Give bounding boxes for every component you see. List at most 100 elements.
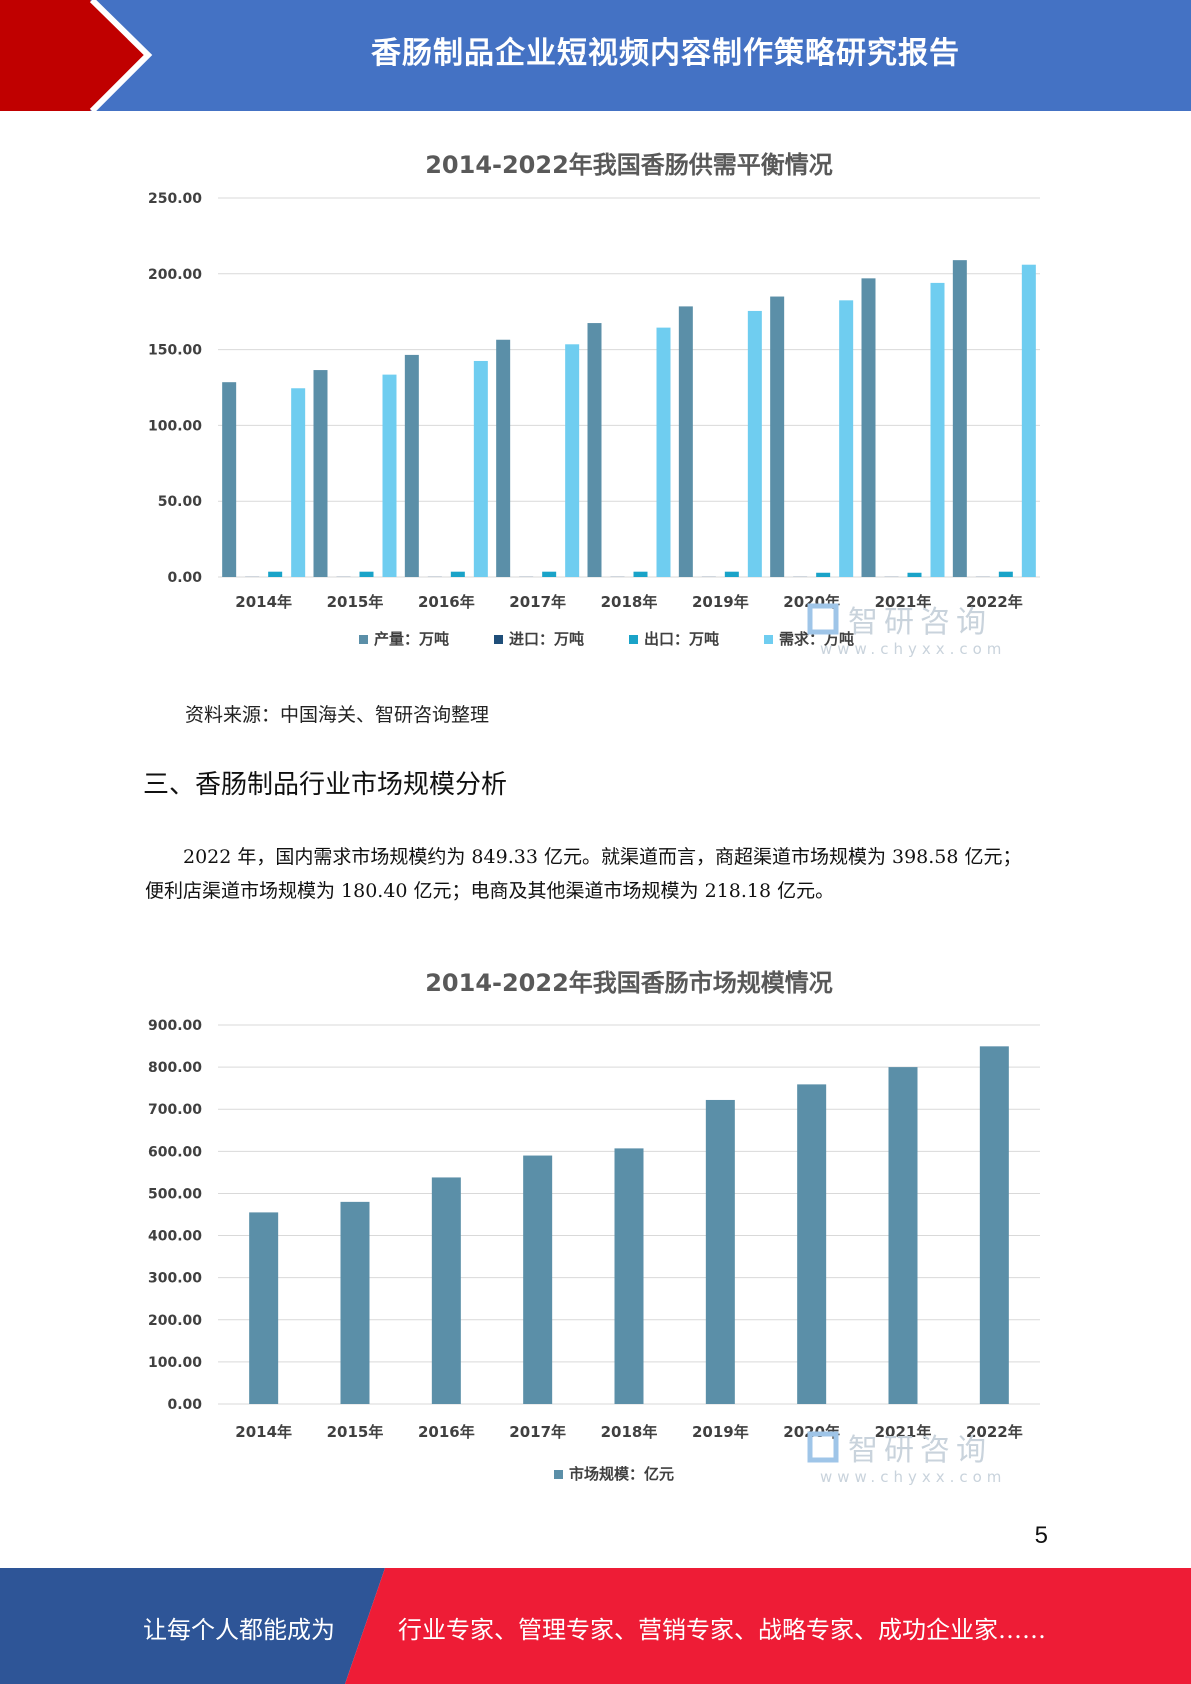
y-tick-label: 50.00 — [158, 494, 203, 510]
bar-1 — [797, 1084, 827, 1404]
bar-4 — [839, 300, 854, 577]
bar-1 — [979, 1046, 1009, 1404]
y-tick-label: 200.00 — [148, 267, 202, 283]
x-tick-label: 2022年 — [966, 593, 1023, 611]
legend-swatch — [629, 635, 638, 644]
bar-3 — [816, 572, 831, 577]
legend-label: 市场规模：亿元 — [569, 1465, 674, 1483]
bar-1 — [249, 1212, 279, 1404]
footer-slogan-left: 让每个人都能成为 — [143, 1616, 335, 1644]
legend-label: 产量：万吨 — [374, 630, 449, 648]
bar-3 — [450, 571, 465, 577]
chart-title: 2014-2022年我国香肠市场规模情况 — [425, 969, 833, 997]
legend-label: 出口：万吨 — [644, 630, 719, 648]
x-tick-label: 2019年 — [692, 1423, 749, 1441]
x-tick-label: 2018年 — [601, 1423, 658, 1441]
x-tick-label: 2017年 — [509, 593, 566, 611]
bar-1 — [404, 354, 419, 577]
bar-4 — [656, 327, 671, 577]
bar-3 — [542, 571, 557, 577]
y-tick-label: 150.00 — [148, 343, 202, 359]
x-tick-label: 2016年 — [418, 1423, 475, 1441]
body-paragraph: 2022 年，国内需求市场规模约为 849.33 亿元。就渠道而言，商超渠道市场… — [145, 846, 1022, 902]
supply-demand-chart-svg: 2014-2022年我国香肠供需平衡情况 250.00 200.00 150.00 10… — [148, 151, 1040, 658]
section-heading: 三、香肠制品行业市场规模分析 — [143, 770, 508, 800]
bar-4 — [930, 282, 945, 577]
page-footer: 让每个人都能成为 行业专家、管理专家、营销专家、战略专家、成功企业家…… — [0, 1568, 1191, 1684]
y-tick-label: 500.00 — [148, 1186, 202, 1202]
y-tick-label: 250.00 — [148, 191, 202, 207]
y-tick-label: 600.00 — [148, 1144, 202, 1160]
bar-4 — [565, 344, 580, 577]
header-chevron-decoration — [0, 0, 153, 111]
bar-1 — [313, 370, 328, 577]
x-tick-label: 2017年 — [509, 1423, 566, 1441]
y-tick-label: 0.00 — [167, 570, 202, 586]
footer-background — [0, 1568, 1191, 1684]
y-tick-label: 700.00 — [148, 1102, 202, 1118]
watermark-logo-icon — [807, 1431, 839, 1463]
bar-1 — [678, 306, 693, 577]
bar-4 — [747, 310, 762, 577]
y-tick-label: 200.00 — [148, 1313, 202, 1329]
bar-4 — [1021, 264, 1036, 577]
bar-3 — [268, 571, 283, 577]
x-tick-label: 2021年 — [875, 1423, 932, 1441]
bar-3 — [998, 571, 1013, 577]
bar-3 — [633, 571, 648, 577]
x-tick-label: 2018年 — [601, 593, 658, 611]
bar-4 — [291, 388, 306, 577]
bar-1 — [340, 1201, 370, 1404]
x-tick-label: 2022年 — [966, 1423, 1023, 1441]
footer-slogan-right: 行业专家、管理专家、营销专家、战略专家、成功企业家…… — [398, 1616, 1046, 1644]
x-tick-label: 2015年 — [327, 1423, 384, 1441]
bar-1 — [222, 382, 237, 577]
bar-1 — [888, 1067, 918, 1404]
y-tick-label: 400.00 — [148, 1229, 202, 1245]
bar-1 — [770, 296, 785, 577]
bar-4 — [382, 374, 397, 577]
page-header: 香肠制品企业短视频内容制作策略研究报告 — [0, 0, 1191, 111]
page-number: 5 — [1034, 1522, 1048, 1549]
bar-1 — [952, 260, 967, 577]
watermark-text: 智研咨询 — [848, 1433, 992, 1468]
y-tick-label: 0.00 — [167, 1397, 202, 1413]
y-tick-label: 900.00 — [148, 1018, 202, 1034]
x-tick-label: 2014年 — [235, 1423, 292, 1441]
x-tick-label: 2016年 — [418, 593, 475, 611]
legend-swatch — [359, 635, 368, 644]
market-size-chart: 2014-2022年我国香肠市场规模情况 900.00 800.00 700.00 60… — [130, 960, 1060, 1490]
x-tick-label: 2019年 — [692, 593, 749, 611]
chart-title: 2014-2022年我国香肠供需平衡情况 — [425, 151, 833, 179]
market-size-chart-svg: 2014-2022年我国香肠市场规模情况 900.00 800.00 700.00 60… — [148, 969, 1040, 1486]
legend-label: 进口：万吨 — [509, 630, 584, 648]
y-tick-label: 100.00 — [148, 1355, 202, 1371]
y-tick-label: 800.00 — [148, 1060, 202, 1076]
source-note: 资料来源：中国海关、智研咨询整理 — [185, 704, 490, 726]
bar-1 — [705, 1099, 735, 1404]
x-tick-label: 2015年 — [327, 593, 384, 611]
y-tick-label: 100.00 — [148, 418, 202, 434]
bar-3 — [907, 572, 922, 577]
document-title: 香肠制品企业短视频内容制作策略研究报告 — [371, 36, 960, 71]
watermark-logo-icon — [807, 603, 839, 635]
legend-swatch — [764, 635, 773, 644]
y-tick-label: 300.00 — [148, 1271, 202, 1287]
supply-demand-chart: 2014-2022年我国香肠供需平衡情况 250.00 200.00 150.00 10… — [130, 140, 1060, 660]
legend-swatch — [554, 1470, 563, 1479]
bar-1 — [431, 1177, 461, 1404]
watermark-url: www.chyxx.com — [820, 1468, 1006, 1486]
watermark-url: www.chyxx.com — [820, 640, 1006, 658]
bar-4 — [473, 360, 488, 577]
bar-1 — [587, 323, 602, 577]
bar-3 — [724, 571, 739, 577]
bar-3 — [359, 571, 374, 577]
x-tick-label: 2021年 — [875, 593, 932, 611]
bar-1 — [861, 278, 876, 577]
x-tick-label: 2014年 — [235, 593, 292, 611]
watermark-text: 智研咨询 — [848, 605, 992, 640]
bar-1 — [496, 339, 511, 577]
bar-1 — [523, 1155, 553, 1404]
bar-1 — [614, 1148, 644, 1404]
legend-swatch — [494, 635, 503, 644]
